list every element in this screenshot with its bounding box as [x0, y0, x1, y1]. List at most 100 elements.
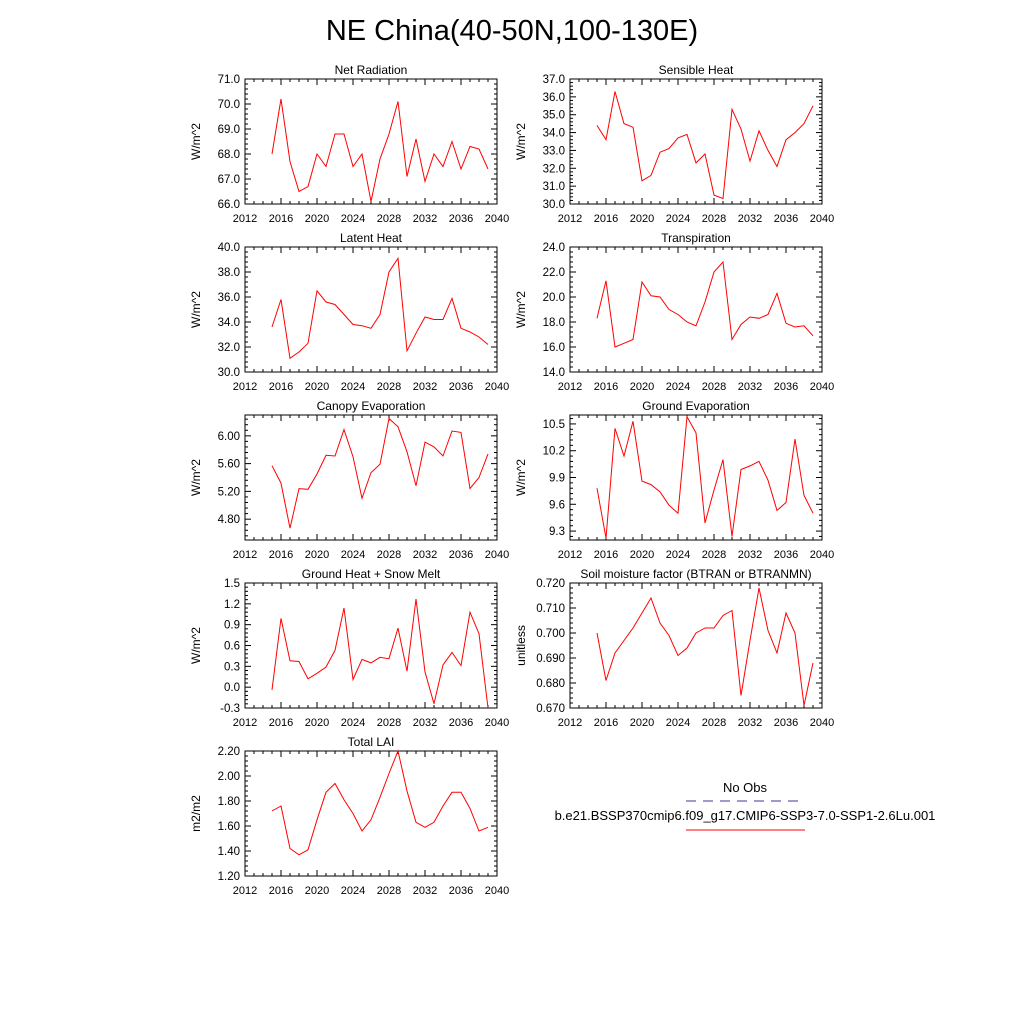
plot-frame [244, 582, 498, 709]
series-line [596, 91, 814, 200]
y-tick-label: 33.0 [543, 145, 565, 157]
y-axis-label: m2/m2 [189, 795, 203, 832]
x-tick-label: 2012 [558, 381, 582, 393]
panel-title: Ground Evaporation [642, 399, 749, 413]
plot-frame [569, 78, 823, 205]
x-tick-label: 2024 [666, 717, 690, 729]
page-title: NE China(40-50N,100-130E) [326, 15, 698, 47]
y-axis-label: unitless [514, 625, 528, 666]
y-tick-label: 70.0 [218, 99, 240, 111]
panels: Net Radiation 2012 2016 2020 2024 2028 2032 203… [189, 63, 834, 897]
y-tick-label: 1.80 [218, 796, 240, 808]
y-tick-label: 2.00 [218, 771, 240, 783]
y-tick-label: 36.0 [218, 292, 240, 304]
plot-frame [244, 78, 498, 205]
y-tick-label: 18.0 [543, 317, 565, 329]
x-tick-label: 2024 [341, 381, 365, 393]
x-tick-label: 2016 [594, 717, 618, 729]
y-tick-label: 9.6 [549, 499, 565, 511]
legend: No Obs b.e21.BSSP370cmip6.f09_g17.CMIP6-… [555, 780, 936, 831]
y-tick-label: 0.710 [536, 603, 565, 615]
x-tick-label: 2012 [233, 213, 257, 225]
panel-title: Transpiration [661, 231, 731, 245]
x-tick-label: 2012 [233, 885, 257, 897]
y-tick-label: 14.0 [543, 367, 565, 379]
x-tick-label: 2020 [305, 549, 329, 561]
y-tick-label: 30.0 [218, 367, 240, 379]
x-tick-label: 2016 [269, 213, 293, 225]
legend-obs-label: No Obs [723, 780, 768, 795]
x-tick-label: 2040 [485, 381, 509, 393]
x-tick-label: 2016 [269, 549, 293, 561]
y-tick-label: 34.0 [218, 317, 240, 329]
y-tick-label: 5.20 [218, 486, 240, 498]
x-tick-label: 2036 [774, 213, 798, 225]
x-tick-label: 2012 [558, 549, 582, 561]
x-tick-label: 2028 [702, 717, 726, 729]
x-tick-label: 2040 [810, 213, 834, 225]
series-line [271, 749, 489, 856]
panel-title: Total LAI [348, 735, 395, 749]
y-axis-label: W/m^2 [514, 459, 528, 496]
x-tick-label: 2016 [594, 549, 618, 561]
series-line [271, 598, 489, 709]
y-tick-label: 40.0 [218, 242, 240, 254]
series-line [271, 417, 489, 529]
y-tick-label: 0.3 [224, 661, 240, 673]
y-tick-label: 35.0 [543, 110, 565, 122]
series-line [271, 98, 489, 202]
y-tick-label: 1.2 [224, 599, 240, 611]
x-tick-label: 2028 [377, 381, 401, 393]
y-tick-label: 4.80 [218, 514, 240, 526]
x-tick-label: 2032 [738, 549, 762, 561]
x-tick-label: 2016 [269, 717, 293, 729]
x-tick-label: 2020 [630, 717, 654, 729]
x-tick-label: 2012 [233, 717, 257, 729]
y-tick-label: 9.3 [549, 526, 565, 538]
x-tick-label: 2032 [413, 381, 437, 393]
panel-6: Ground Evaporation 2012 2016 2020 2024 2028 20… [514, 399, 834, 561]
y-tick-label: 38.0 [218, 267, 240, 279]
y-tick-label: 34.0 [543, 128, 565, 140]
panel-title: Net Radiation [335, 63, 408, 77]
y-axis-label: W/m^2 [189, 627, 203, 664]
y-tick-label: 0.680 [536, 678, 565, 690]
panel-8: Soil moisture factor (BTRAN or BTRANMN) 2… [514, 567, 834, 729]
y-tick-label: 31.0 [543, 181, 565, 193]
x-tick-label: 2028 [377, 549, 401, 561]
x-tick-label: 2036 [449, 549, 473, 561]
plot-frame [569, 582, 823, 709]
x-tick-label: 2024 [666, 549, 690, 561]
x-tick-label: 2032 [738, 213, 762, 225]
y-tick-label: 22.0 [543, 267, 565, 279]
y-tick-label: 36.0 [543, 92, 565, 104]
y-tick-label: 67.0 [218, 174, 240, 186]
x-tick-label: 2024 [666, 213, 690, 225]
x-tick-label: 2028 [377, 213, 401, 225]
x-tick-label: 2020 [305, 885, 329, 897]
y-tick-label: 68.0 [218, 149, 240, 161]
panel-9: Total LAI 2012 2016 2020 2024 2028 2032 2036 204… [189, 735, 509, 897]
x-tick-label: 2016 [269, 885, 293, 897]
x-tick-label: 2024 [666, 381, 690, 393]
x-tick-label: 2036 [449, 213, 473, 225]
y-axis-label: W/m^2 [189, 123, 203, 160]
y-tick-label: 0.0 [224, 682, 240, 694]
panel-5: Canopy Evaporation 2012 2016 2020 2024 2028 20… [189, 399, 509, 561]
legend-model-label: b.e21.BSSP370cmip6.f09_g17.CMIP6-SSP3-7.… [555, 808, 936, 823]
x-tick-label: 2036 [449, 717, 473, 729]
y-tick-label: 10.2 [543, 446, 565, 458]
x-tick-label: 2024 [341, 549, 365, 561]
x-tick-label: 2040 [485, 717, 509, 729]
y-tick-label: 5.60 [218, 459, 240, 471]
x-tick-label: 2024 [341, 213, 365, 225]
y-tick-label: 32.0 [543, 163, 565, 175]
y-tick-label: -0.3 [220, 703, 240, 715]
y-tick-label: 1.40 [218, 846, 240, 858]
x-tick-label: 2040 [485, 213, 509, 225]
y-tick-label: 16.0 [543, 342, 565, 354]
x-tick-label: 2028 [702, 549, 726, 561]
plot-frame [569, 246, 823, 373]
x-tick-label: 2020 [630, 549, 654, 561]
